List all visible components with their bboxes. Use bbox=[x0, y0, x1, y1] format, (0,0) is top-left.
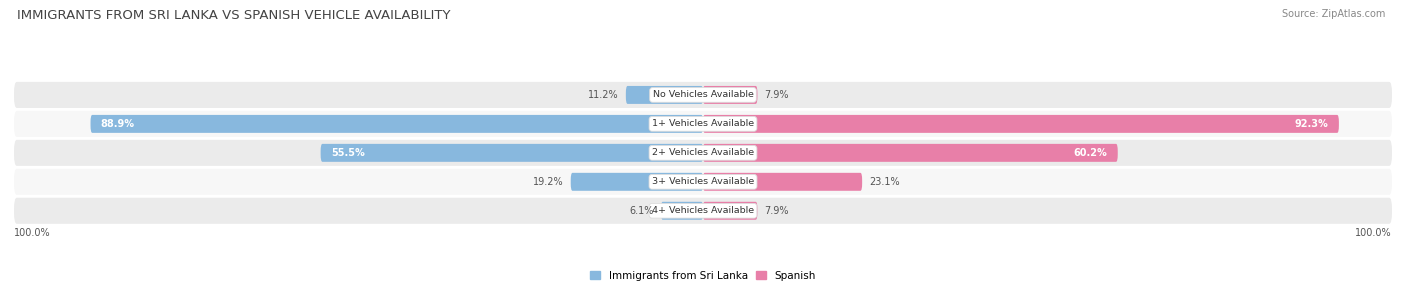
FancyBboxPatch shape bbox=[14, 198, 1392, 224]
FancyBboxPatch shape bbox=[703, 202, 758, 220]
Text: 7.9%: 7.9% bbox=[765, 90, 789, 100]
Text: 11.2%: 11.2% bbox=[588, 90, 619, 100]
Text: Source: ZipAtlas.com: Source: ZipAtlas.com bbox=[1281, 9, 1385, 19]
Text: 60.2%: 60.2% bbox=[1074, 148, 1108, 158]
FancyBboxPatch shape bbox=[90, 115, 703, 133]
Text: 88.9%: 88.9% bbox=[101, 119, 135, 129]
Text: 3+ Vehicles Available: 3+ Vehicles Available bbox=[652, 177, 754, 186]
Text: 6.1%: 6.1% bbox=[630, 206, 654, 216]
Text: 92.3%: 92.3% bbox=[1295, 119, 1329, 129]
FancyBboxPatch shape bbox=[661, 202, 703, 220]
FancyBboxPatch shape bbox=[14, 111, 1392, 137]
Legend: Immigrants from Sri Lanka, Spanish: Immigrants from Sri Lanka, Spanish bbox=[591, 271, 815, 281]
FancyBboxPatch shape bbox=[626, 86, 703, 104]
FancyBboxPatch shape bbox=[703, 86, 758, 104]
FancyBboxPatch shape bbox=[14, 82, 1392, 108]
Text: 55.5%: 55.5% bbox=[330, 148, 364, 158]
FancyBboxPatch shape bbox=[321, 144, 703, 162]
FancyBboxPatch shape bbox=[14, 140, 1392, 166]
FancyBboxPatch shape bbox=[571, 173, 703, 191]
Text: 19.2%: 19.2% bbox=[533, 177, 564, 187]
FancyBboxPatch shape bbox=[703, 173, 862, 191]
Text: 100.0%: 100.0% bbox=[1355, 228, 1392, 238]
Text: No Vehicles Available: No Vehicles Available bbox=[652, 90, 754, 100]
FancyBboxPatch shape bbox=[703, 144, 1118, 162]
Text: 4+ Vehicles Available: 4+ Vehicles Available bbox=[652, 206, 754, 215]
Text: 1+ Vehicles Available: 1+ Vehicles Available bbox=[652, 119, 754, 128]
Text: IMMIGRANTS FROM SRI LANKA VS SPANISH VEHICLE AVAILABILITY: IMMIGRANTS FROM SRI LANKA VS SPANISH VEH… bbox=[17, 9, 450, 21]
Text: 7.9%: 7.9% bbox=[765, 206, 789, 216]
FancyBboxPatch shape bbox=[703, 115, 1339, 133]
Text: 2+ Vehicles Available: 2+ Vehicles Available bbox=[652, 148, 754, 157]
Text: 23.1%: 23.1% bbox=[869, 177, 900, 187]
Text: 100.0%: 100.0% bbox=[14, 228, 51, 238]
FancyBboxPatch shape bbox=[14, 169, 1392, 195]
